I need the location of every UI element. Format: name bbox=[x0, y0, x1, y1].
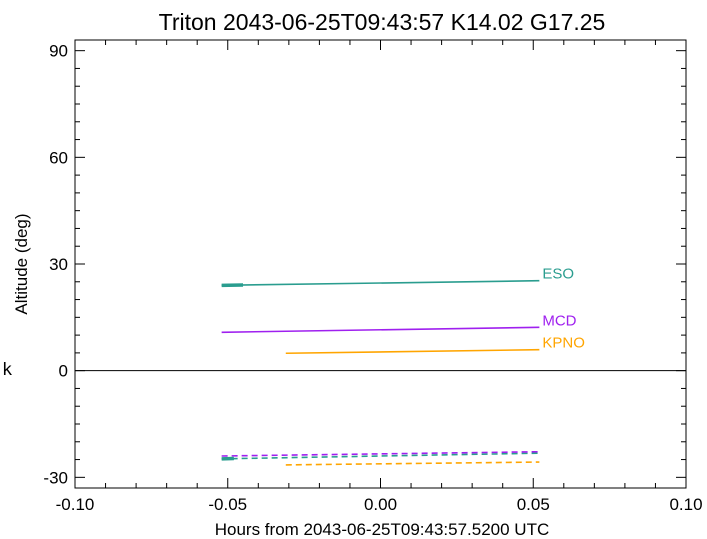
series-line-kpno-dashed bbox=[285, 461, 540, 466]
y-tick-label: 0 bbox=[59, 362, 68, 381]
series-label-mcd: MCD bbox=[542, 312, 576, 329]
x-tick-label: 0.05 bbox=[517, 495, 550, 514]
x-tick-label: -0.10 bbox=[56, 495, 95, 514]
y-tick-labels: -30 0 30 60 90 bbox=[43, 42, 68, 488]
y-tick-label: -30 bbox=[43, 468, 68, 487]
series-line-kpno-solid bbox=[285, 348, 540, 355]
series-line-eso-dashed bbox=[221, 452, 540, 460]
series-line-mcd-dashed bbox=[221, 450, 540, 457]
y-tick-label: 30 bbox=[49, 255, 68, 274]
chart-title: Triton 2043-06-25T09:43:57 K14.02 G17.25 bbox=[159, 9, 606, 35]
series-line-eso-solid bbox=[221, 279, 540, 287]
y-tick-label: 90 bbox=[49, 42, 68, 61]
y-tick-label: 60 bbox=[49, 148, 68, 167]
x-tick-labels: -0.10 -0.05 0.00 0.05 0.10 bbox=[56, 495, 703, 514]
x-axis-label: Hours from 2043-06-25T09:43:57.5200 UTC bbox=[215, 520, 550, 539]
y-axis-label: Altitude (deg) bbox=[12, 213, 31, 314]
series-labels: ESO MCD KPNO bbox=[542, 266, 585, 352]
series-label-kpno: KPNO bbox=[542, 335, 585, 352]
side-label: k bbox=[2, 360, 12, 380]
series-lines bbox=[221, 279, 540, 466]
series-label-eso: ESO bbox=[542, 266, 574, 283]
x-tick-label: 0.10 bbox=[669, 495, 702, 514]
x-tick-label: -0.05 bbox=[208, 495, 247, 514]
x-tick-label: 0.00 bbox=[364, 495, 397, 514]
plot-frame bbox=[74, 39, 687, 489]
series-line-mcd-solid bbox=[221, 326, 540, 334]
axis-ticks bbox=[74, 40, 687, 488]
